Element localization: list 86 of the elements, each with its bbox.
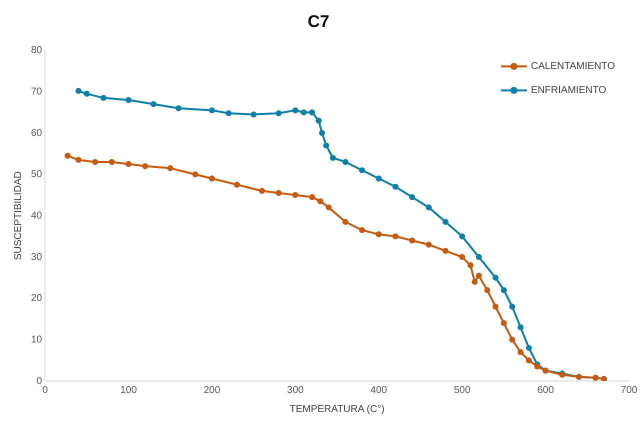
x-tick-label: 100 <box>120 384 138 396</box>
point <box>492 274 499 281</box>
point <box>500 320 507 326</box>
x-tick-label: 200 <box>204 384 221 396</box>
legend-label: ENFRIAMIENTO <box>530 85 607 96</box>
point <box>330 154 336 161</box>
point <box>472 278 478 285</box>
point <box>342 158 348 165</box>
point <box>309 194 316 200</box>
point <box>126 96 132 103</box>
point <box>100 94 107 101</box>
point <box>484 287 490 294</box>
point <box>468 262 474 268</box>
point <box>500 287 507 294</box>
point <box>509 304 516 310</box>
point <box>476 272 482 279</box>
legend-label: CALENTAMIENTO <box>530 61 616 72</box>
point <box>250 111 257 118</box>
point <box>459 254 466 260</box>
point <box>376 231 382 238</box>
y-tick-label: 50 <box>31 169 43 180</box>
point <box>492 304 499 310</box>
y-tick-label: 40 <box>31 210 43 222</box>
point <box>317 198 324 204</box>
y-axis-title: SUSCEPTIBILIDAD <box>12 171 24 260</box>
point <box>426 204 432 210</box>
point <box>459 233 466 240</box>
point <box>192 171 198 178</box>
point <box>208 107 215 114</box>
point <box>426 242 432 248</box>
point <box>167 165 174 172</box>
point <box>208 176 215 182</box>
point <box>316 118 322 124</box>
point <box>292 192 298 198</box>
point <box>84 90 90 97</box>
y-tick-label: 30 <box>31 252 43 263</box>
point <box>526 357 532 364</box>
y-tick-label: 70 <box>31 86 43 98</box>
point <box>359 227 366 234</box>
x-tick-label: 700 <box>620 384 638 396</box>
y-tick-label: 0 <box>36 376 43 387</box>
point <box>319 130 326 136</box>
y-tick-label: 80 <box>31 45 43 56</box>
point <box>292 107 298 114</box>
point <box>75 88 82 94</box>
point <box>376 176 382 182</box>
point <box>258 188 265 194</box>
x-tick-label: 600 <box>537 384 554 396</box>
point <box>509 336 516 343</box>
point <box>442 248 448 254</box>
point <box>108 158 115 165</box>
y-tick-label: 20 <box>31 293 43 304</box>
point <box>392 184 398 190</box>
point <box>309 109 316 116</box>
point <box>323 142 330 148</box>
y-tick-label: 10 <box>31 334 43 346</box>
point <box>64 152 71 159</box>
point <box>526 344 532 351</box>
x-tick-label: 500 <box>454 384 471 396</box>
point <box>409 194 416 200</box>
x-axis-title: TEMPERATURA (C°) <box>290 404 385 415</box>
point <box>234 182 240 188</box>
point <box>276 190 282 196</box>
point <box>75 156 82 163</box>
point <box>326 204 332 210</box>
point <box>150 101 157 108</box>
point <box>476 254 482 260</box>
point <box>442 218 448 225</box>
chart-title: C7 <box>308 12 330 31</box>
point <box>300 109 307 116</box>
point <box>176 105 182 112</box>
y-tick-label: 60 <box>31 128 43 139</box>
x-tick-label: 400 <box>370 384 388 396</box>
point <box>518 324 524 330</box>
point <box>92 158 98 165</box>
point <box>518 349 524 356</box>
point <box>226 110 232 116</box>
point <box>342 218 348 225</box>
point <box>359 167 366 174</box>
point <box>534 364 540 370</box>
point <box>276 110 282 116</box>
point <box>392 233 398 240</box>
point <box>409 237 416 244</box>
x-tick-label: 300 <box>287 384 304 396</box>
point <box>142 163 148 170</box>
point <box>126 161 132 168</box>
